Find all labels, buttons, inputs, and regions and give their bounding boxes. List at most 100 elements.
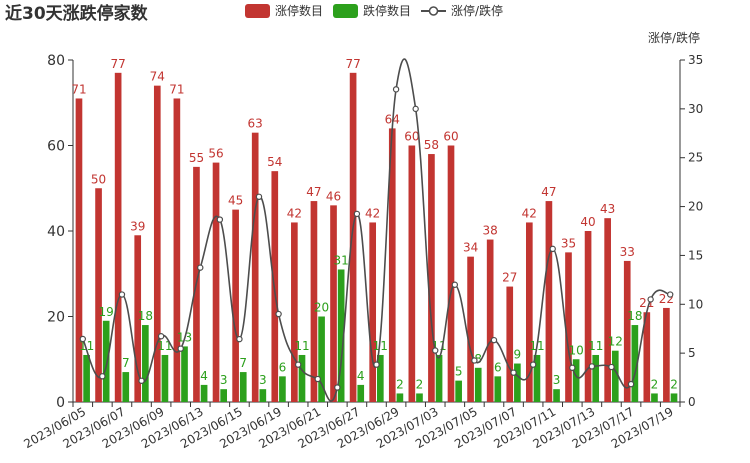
ratio-point xyxy=(275,310,282,318)
bar-limit-down xyxy=(611,350,619,402)
y-tick-label: 80 xyxy=(47,53,65,69)
bar-limit-up xyxy=(408,145,416,402)
bar-limit-down xyxy=(239,372,247,402)
legend-item-limit-down[interactable]: 跌停数目 xyxy=(333,3,411,18)
bar-limit-down xyxy=(631,325,639,402)
bar-label-limit-down: 7 xyxy=(122,356,130,370)
bar-limit-down xyxy=(651,393,658,402)
bar-label-limit-up: 27 xyxy=(502,271,517,285)
bar-label-limit-down: 6 xyxy=(279,360,287,374)
bar-limit-down xyxy=(83,354,90,402)
bar-label-limit-up: 42 xyxy=(365,206,380,220)
y-tick-label: 20 xyxy=(47,310,65,326)
bar-limit-down xyxy=(396,393,404,402)
bar-label-limit-down: 11 xyxy=(373,339,388,353)
bar-label-limit-up: 43 xyxy=(600,202,615,216)
bar-limit-up xyxy=(232,209,239,402)
bar-label-limit-down: 4 xyxy=(357,369,365,383)
bar-label-limit-down: 12 xyxy=(608,335,623,349)
bar-limit-down xyxy=(670,393,678,402)
bar-label-limit-down: 2 xyxy=(416,377,424,391)
legend-swatch-limit-down xyxy=(333,4,358,18)
legend-item-ratio[interactable]: 涨停/跌停 xyxy=(421,3,503,18)
bar-limit-up xyxy=(447,145,455,402)
bar-label-limit-up: 38 xyxy=(483,224,498,238)
bar-limit-up xyxy=(623,260,631,402)
bar-label-limit-down: 2 xyxy=(396,377,404,391)
legend-swatch-limit-up xyxy=(245,4,270,18)
bar-limit-up xyxy=(545,201,553,402)
ratio-point xyxy=(216,216,224,223)
bar-label-limit-up: 55 xyxy=(189,151,204,165)
y2-tick-label: 30 xyxy=(688,102,703,116)
bar-label-limit-down: 7 xyxy=(239,356,247,370)
ratio-point xyxy=(471,357,478,364)
bar-label-limit-down: 8 xyxy=(474,352,482,366)
ratio-point xyxy=(627,380,635,388)
bar-limit-up xyxy=(565,252,572,402)
bar-limit-down xyxy=(318,316,325,402)
y2-tick-label: 25 xyxy=(688,151,703,165)
legend-item-limit-up[interactable]: 涨停数目 xyxy=(245,3,323,18)
bar-limit-up xyxy=(428,154,435,402)
ratio-point xyxy=(177,345,184,352)
bar-label-limit-up: 77 xyxy=(110,57,125,71)
y2-tick-label: 10 xyxy=(688,297,703,311)
y2-tick-label: 35 xyxy=(688,53,703,67)
bar-limit-up xyxy=(584,231,592,402)
ratio-point xyxy=(314,375,321,383)
bar-limit-down xyxy=(455,380,462,402)
bar-label-limit-up: 77 xyxy=(345,57,360,71)
bar-limit-up xyxy=(486,239,494,402)
bar-limit-down xyxy=(181,346,188,402)
bar-label-limit-up: 40 xyxy=(580,215,595,229)
bar-label-limit-down: 2 xyxy=(651,377,659,391)
bar-label-limit-down: 11 xyxy=(157,339,172,353)
bar-limit-down xyxy=(435,354,443,402)
bar-label-limit-up: 71 xyxy=(169,82,184,96)
ratio-point xyxy=(118,291,126,298)
bar-label-limit-up: 34 xyxy=(463,241,478,255)
bar-label-limit-up: 39 xyxy=(130,219,145,233)
bar-label-limit-down: 9 xyxy=(514,348,522,362)
ratio-point xyxy=(451,281,459,288)
ratio-point xyxy=(608,363,615,371)
ratio-point xyxy=(294,361,302,368)
bar-limit-down xyxy=(533,354,541,402)
ratio-point xyxy=(667,291,674,298)
bar-limit-up xyxy=(604,218,611,402)
bar-label-limit-up: 50 xyxy=(91,172,106,186)
bar-limit-up xyxy=(95,188,102,402)
bar-limit-up xyxy=(525,222,533,402)
bar-limit-down xyxy=(474,367,482,402)
ratio-point xyxy=(490,336,498,344)
bar-limit-down xyxy=(220,389,228,402)
bar-limit-down xyxy=(337,269,345,402)
legend[interactable]: 涨停数目 跌停数目 涨停/跌停 xyxy=(245,3,503,18)
bar-limit-up xyxy=(643,312,651,402)
bar-limit-down xyxy=(122,372,130,402)
bar-limit-down xyxy=(161,354,169,402)
bar-label-limit-down: 5 xyxy=(455,365,463,379)
y2-tick-label: 5 xyxy=(688,346,696,360)
ratio-point xyxy=(588,363,596,370)
bar-limit-up xyxy=(212,162,220,402)
y-tick-label: 40 xyxy=(47,224,65,240)
bar-label-limit-up: 46 xyxy=(326,189,341,203)
legend-label-limit-up: 涨停数目 xyxy=(275,3,323,18)
ratio-point xyxy=(432,347,439,354)
bar-label-limit-down: 11 xyxy=(294,339,309,353)
ratio-point xyxy=(99,373,106,380)
bar-limit-up xyxy=(506,286,514,402)
bar-limit-up xyxy=(330,205,337,402)
bar-limit-down xyxy=(357,384,365,402)
bar-label-limit-up: 74 xyxy=(150,70,165,84)
bar-label-limit-up: 64 xyxy=(385,112,400,126)
bar-label-limit-up: 33 xyxy=(620,245,635,259)
bar-label-limit-up: 47 xyxy=(541,185,556,199)
bar-limit-down xyxy=(553,389,560,402)
y2-tick-label: 0 xyxy=(688,395,696,409)
bar-limit-down xyxy=(572,359,580,402)
bar-label-limit-down: 18 xyxy=(138,309,153,323)
